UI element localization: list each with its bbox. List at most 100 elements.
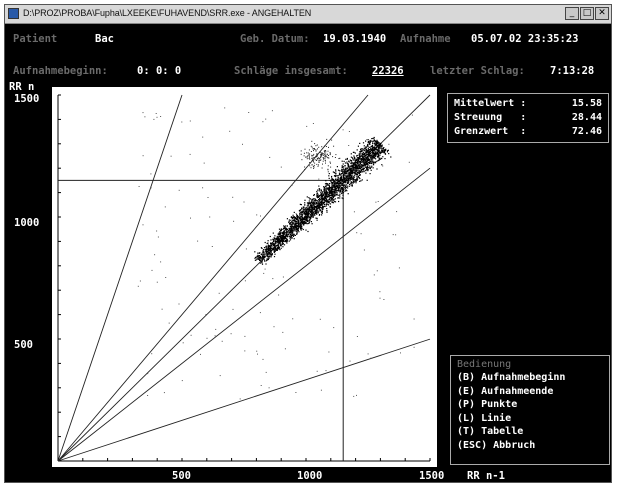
data-point [296,216,299,219]
data-point [264,248,266,251]
data-point [267,245,270,247]
data-point [311,207,313,210]
data-point [324,154,326,156]
data-point [263,247,266,249]
data-point [353,171,355,174]
data-point [360,154,362,156]
data-point [289,226,292,228]
data-point [263,255,265,258]
data-point [388,153,390,155]
data-point [267,248,269,250]
data-point [372,152,374,154]
data-point [363,167,365,169]
scatter-plot[interactable] [52,87,437,467]
data-point [314,198,316,200]
data-point [305,219,307,221]
minimize-button[interactable]: _ [565,7,579,20]
data-point [351,168,353,170]
data-point [336,166,338,168]
data-point [303,221,306,223]
menu-item-line[interactable]: (L) Linie [457,412,603,426]
data-point [291,228,293,230]
title-bar[interactable]: D:\PROZ\PROBA\Fupha\LXEEKE\FUHAVEND\SRR.… [5,5,611,24]
data-point [259,256,261,258]
data-point [290,236,293,238]
data-point [320,197,322,199]
data-point [279,243,281,245]
data-point [313,150,314,152]
spread-value: 28.44 [571,112,602,123]
data-point [371,151,374,153]
data-point [261,262,263,264]
data-point [379,297,381,299]
data-point [323,192,326,194]
data-point [361,168,363,171]
data-point [333,191,335,193]
data-point [314,211,316,213]
data-point [383,152,385,154]
data-point [321,192,323,194]
data-point [327,203,329,205]
maximize-button[interactable]: □ [580,7,594,20]
menu-item-cancel[interactable]: (ESC) Abbruch [457,439,603,453]
data-point [315,209,317,211]
data-point [138,186,140,187]
data-point [333,145,335,147]
menu-item-recording-end[interactable]: (E) Aufnahmeende [457,385,603,399]
data-point [264,255,266,257]
data-point [306,158,308,160]
data-point [278,239,280,241]
menu-item-recording-start[interactable]: (B) Aufnahmebeginn [457,371,603,385]
data-point [332,156,334,158]
menu-item-table[interactable]: (T) Tabelle [457,425,603,439]
data-point [311,155,313,157]
data-point [343,178,345,180]
data-point [346,179,348,181]
data-point [318,195,320,197]
data-point [377,141,379,143]
data-point [352,180,354,182]
data-point [367,161,369,163]
data-point [318,161,320,163]
data-point [319,201,321,203]
menu-item-points[interactable]: (P) Punkte [457,398,603,412]
data-point [288,219,290,221]
data-point [318,207,320,209]
data-point [301,214,303,216]
data-point [372,155,374,157]
data-point [290,219,292,221]
data-point [311,204,313,206]
data-point [307,230,309,233]
data-point [312,155,314,157]
data-point [267,244,269,246]
data-point [273,238,276,240]
data-point [325,156,327,158]
data-point [304,204,306,206]
close-button[interactable]: ✕ [595,7,609,20]
data-point [340,174,342,176]
data-point [285,240,287,242]
data-point [256,258,259,260]
data-point [340,175,342,177]
data-point [367,148,369,150]
data-point [378,158,380,160]
data-point [333,179,335,181]
data-point [386,150,389,152]
data-point [155,113,157,114]
data-point [374,152,376,154]
data-point [356,179,358,181]
data-point [151,353,153,355]
data-point [307,214,309,216]
data-point [349,166,351,168]
data-point [358,155,360,157]
data-point [332,202,335,204]
data-point [349,167,351,169]
data-point [321,201,323,203]
data-point [372,143,374,145]
data-point [322,154,324,156]
data-point [279,236,281,238]
data-point [308,212,310,214]
data-point [294,226,296,228]
data-point [366,154,368,156]
data-point [332,191,334,193]
